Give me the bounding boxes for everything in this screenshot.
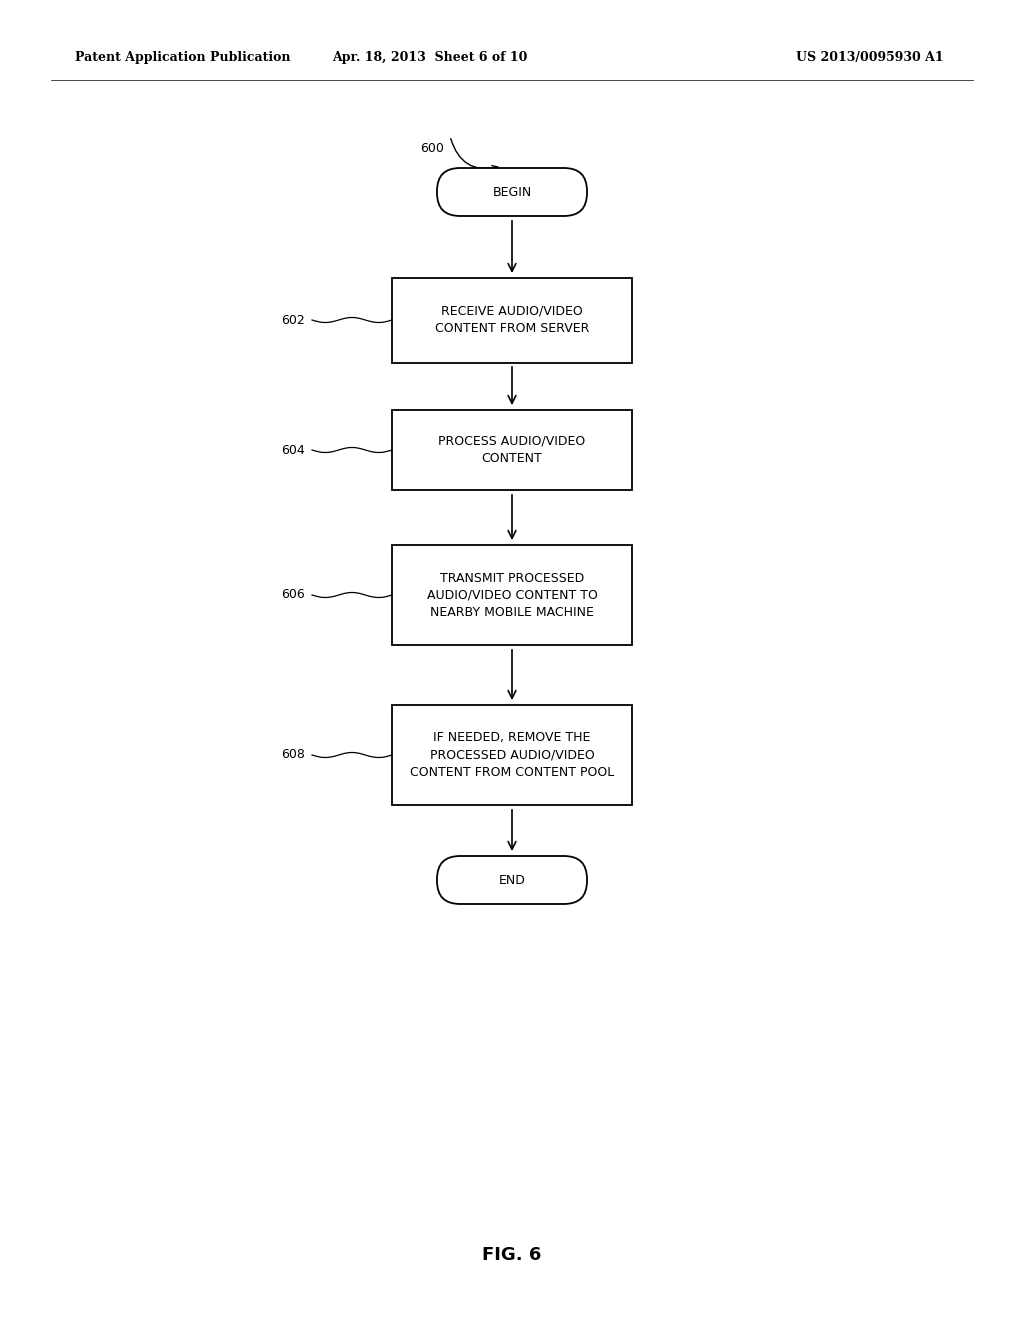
Text: PROCESS AUDIO/VIDEO
CONTENT: PROCESS AUDIO/VIDEO CONTENT bbox=[438, 436, 586, 465]
Text: Patent Application Publication: Patent Application Publication bbox=[75, 51, 291, 65]
Bar bbox=[392, 277, 632, 363]
Text: 604: 604 bbox=[282, 444, 305, 457]
Text: US 2013/0095930 A1: US 2013/0095930 A1 bbox=[797, 51, 944, 65]
Bar bbox=[392, 705, 632, 805]
Bar bbox=[392, 545, 632, 645]
Text: RECEIVE AUDIO/VIDEO
CONTENT FROM SERVER: RECEIVE AUDIO/VIDEO CONTENT FROM SERVER bbox=[435, 305, 589, 335]
FancyBboxPatch shape bbox=[437, 855, 587, 904]
Bar bbox=[392, 411, 632, 490]
Text: Apr. 18, 2013  Sheet 6 of 10: Apr. 18, 2013 Sheet 6 of 10 bbox=[333, 51, 527, 65]
Text: 602: 602 bbox=[282, 314, 305, 326]
Text: BEGIN: BEGIN bbox=[493, 186, 531, 198]
FancyBboxPatch shape bbox=[437, 168, 587, 216]
Text: END: END bbox=[499, 874, 525, 887]
Text: TRANSMIT PROCESSED
AUDIO/VIDEO CONTENT TO
NEARBY MOBILE MACHINE: TRANSMIT PROCESSED AUDIO/VIDEO CONTENT T… bbox=[427, 572, 597, 619]
Text: 608: 608 bbox=[282, 748, 305, 762]
Text: 606: 606 bbox=[282, 589, 305, 602]
Text: FIG. 6: FIG. 6 bbox=[482, 1246, 542, 1265]
Text: 600: 600 bbox=[420, 141, 443, 154]
Text: IF NEEDED, REMOVE THE
PROCESSED AUDIO/VIDEO
CONTENT FROM CONTENT POOL: IF NEEDED, REMOVE THE PROCESSED AUDIO/VI… bbox=[410, 731, 614, 779]
